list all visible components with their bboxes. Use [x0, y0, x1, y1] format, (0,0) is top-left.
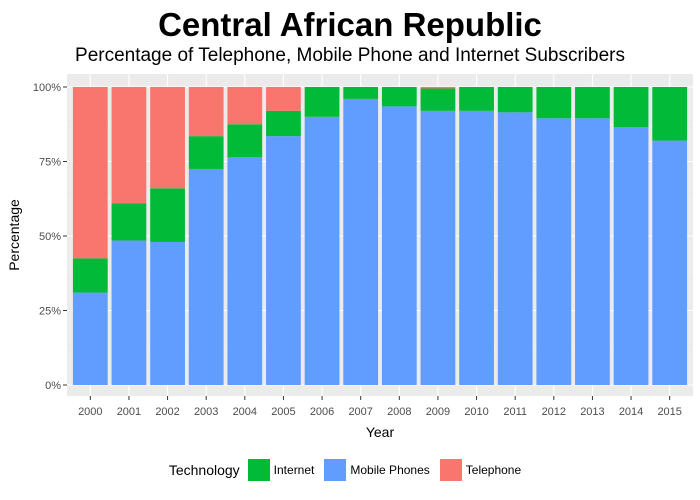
x-tick-label: 2010	[464, 406, 488, 418]
bar-mobile-phones-2014	[613, 127, 649, 385]
x-tick-label: 2014	[619, 406, 643, 418]
bar-internet-2012	[536, 87, 572, 119]
bar-mobile-phones-2003	[188, 168, 224, 385]
bar-telephone-2002	[150, 87, 185, 189]
bar-internet-2003	[188, 136, 224, 169]
x-tick-label: 2004	[233, 406, 257, 418]
bar-internet-2001	[111, 203, 147, 241]
legend-swatch-mobile-phones	[324, 459, 347, 481]
bar-internet-2015	[652, 87, 688, 141]
x-axis-title: Year	[366, 424, 395, 440]
y-axis-title: Percentage	[6, 199, 22, 271]
bar-mobile-phones-2011	[497, 112, 533, 385]
bar-internet-2006	[304, 87, 340, 117]
bar-telephone-2009	[420, 87, 456, 89]
y-tick-label: 75%	[39, 157, 61, 169]
bar-internet-2004	[227, 124, 263, 158]
x-tick-label: 2008	[387, 406, 411, 418]
x-tick-label: 2002	[155, 406, 179, 418]
y-tick-label: 50%	[39, 231, 61, 243]
bar-internet-2009	[420, 88, 456, 111]
bar-internet-2000	[72, 258, 108, 293]
chart-subtitle: Percentage of Telephone, Mobile Phone an…	[75, 45, 625, 66]
chart-title: Central African Republic	[158, 6, 542, 43]
bar-telephone-2001	[111, 87, 147, 204]
bar-mobile-phones-2002	[150, 241, 185, 385]
bar-internet-2011	[497, 87, 533, 113]
bar-mobile-phones-2007	[343, 98, 379, 386]
x-tick-label: 2000	[78, 406, 102, 418]
x-tick-label: 2001	[117, 406, 141, 418]
bar-internet-2002	[150, 188, 185, 242]
legend-swatch-internet	[247, 459, 270, 481]
bar-mobile-phones-2012	[536, 118, 572, 385]
legend-item-telephone: Telephone	[439, 459, 522, 481]
legend-swatch-telephone	[439, 459, 462, 481]
bar-mobile-phones-2000	[72, 292, 108, 385]
bar-mobile-phones-2008	[381, 106, 417, 386]
bar-mobile-phones-2010	[459, 110, 494, 385]
y-tick-label: 0%	[45, 380, 61, 392]
y-tick-label: 100%	[33, 82, 61, 94]
x-tick-label: 2012	[542, 406, 566, 418]
x-tick-label: 2015	[657, 406, 681, 418]
legend-item-mobile-phones: Mobile Phones	[324, 459, 430, 481]
bar-telephone-2005	[266, 87, 301, 111]
legend: Technology Internet Mobile Phones Teleph…	[0, 459, 700, 481]
x-tick-label: 2011	[503, 406, 527, 418]
x-tick-label: 2003	[194, 406, 218, 418]
bar-internet-2014	[613, 87, 649, 128]
x-tick-label: 2005	[271, 406, 295, 418]
legend-item-internet: Internet	[247, 459, 315, 481]
bar-mobile-phones-2013	[575, 118, 610, 385]
legend-label-mobile-phones: Mobile Phones	[350, 463, 430, 477]
bar-mobile-phones-2009	[420, 110, 456, 385]
bar-mobile-phones-2006	[304, 116, 340, 386]
legend-title: Technology	[168, 462, 240, 478]
bar-mobile-phones-2015	[652, 140, 688, 385]
x-tick-label: 2013	[580, 406, 604, 418]
x-tick-label: 2006	[310, 406, 334, 418]
bar-internet-2007	[343, 87, 379, 99]
bar-telephone-2000	[72, 87, 108, 259]
bar-mobile-phones-2001	[111, 240, 147, 385]
bar-telephone-2003	[188, 87, 224, 137]
bar-internet-2010	[459, 87, 494, 111]
x-tick-label: 2009	[426, 406, 450, 418]
bar-internet-2013	[575, 87, 610, 119]
bar-internet-2008	[381, 87, 417, 107]
bar-telephone-2004	[227, 87, 263, 125]
y-tick-label: 25%	[39, 306, 61, 318]
bar-internet-2005	[266, 110, 301, 137]
x-tick-label: 2007	[348, 406, 372, 418]
bar-mobile-phones-2004	[227, 157, 263, 385]
legend-label-internet: Internet	[273, 463, 315, 477]
bar-mobile-phones-2005	[266, 136, 301, 385]
legend-label-telephone: Telephone	[465, 463, 522, 477]
